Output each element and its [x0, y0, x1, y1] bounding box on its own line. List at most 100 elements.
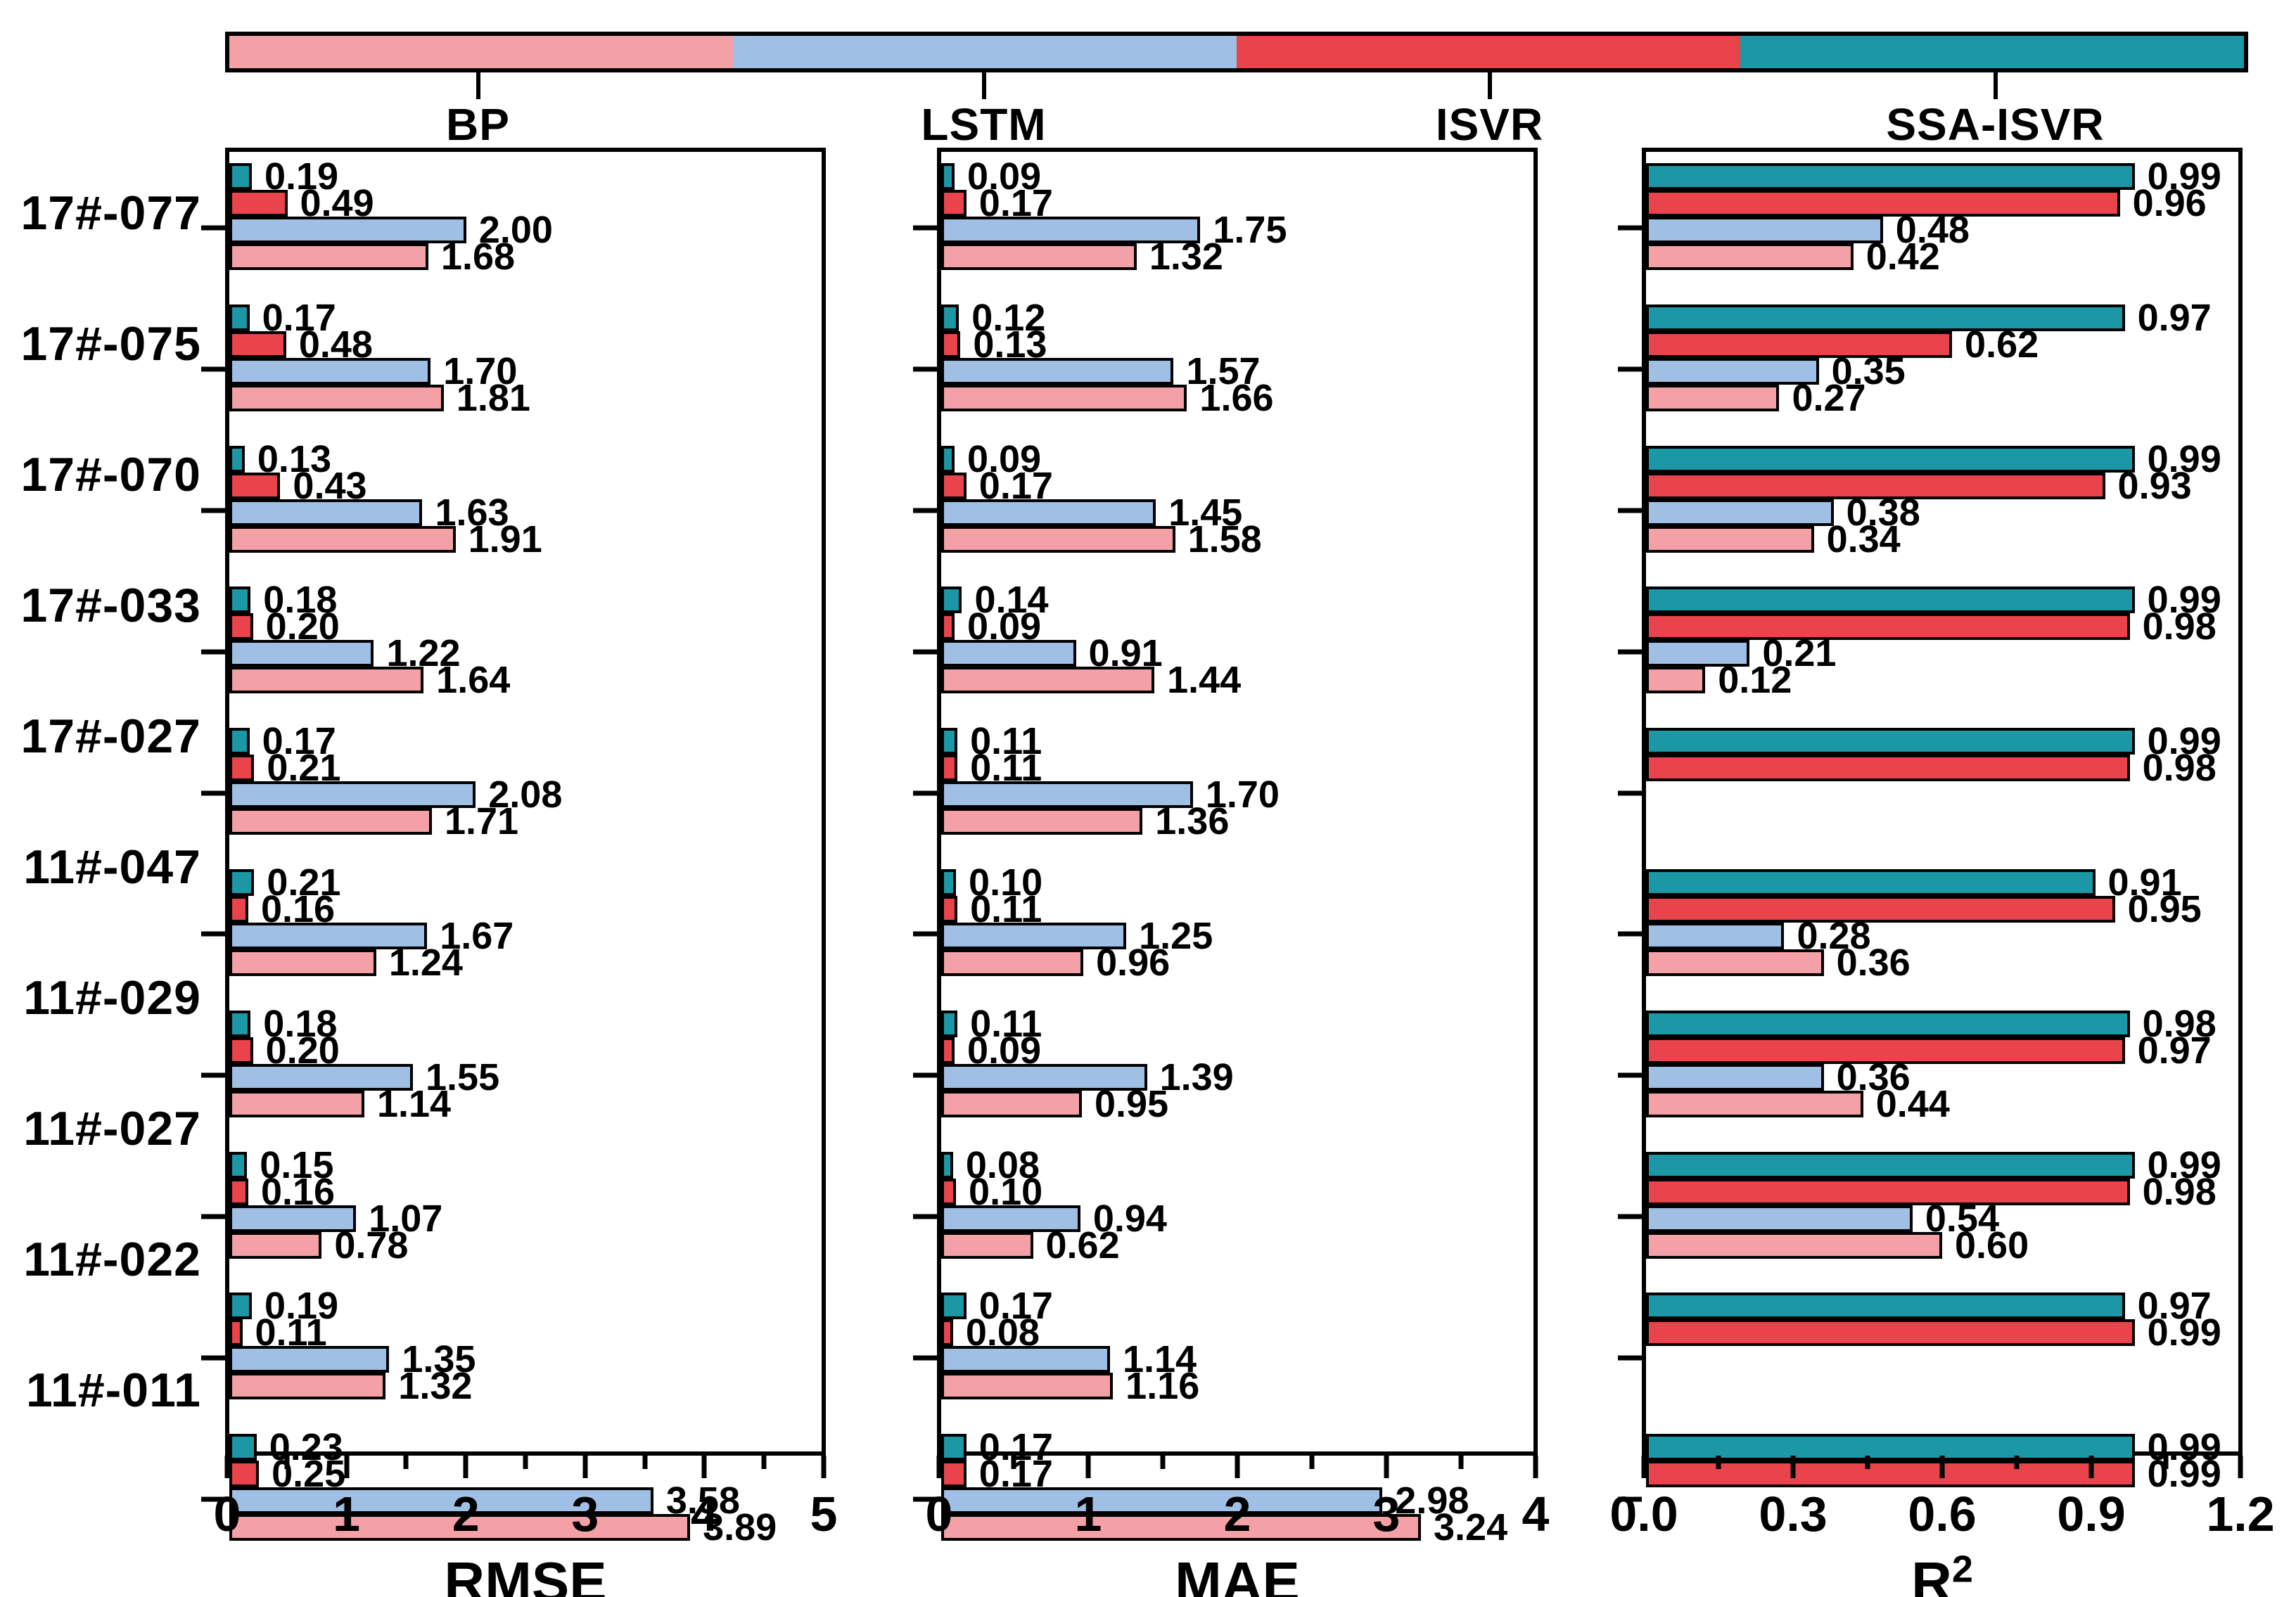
y-tick-mark — [1618, 931, 1642, 937]
bar-ssa-isvr — [229, 728, 250, 755]
bar-isvr — [1646, 1037, 2125, 1064]
legend-tick-mark — [1993, 72, 1998, 99]
bar-row: 1.91 — [229, 520, 822, 558]
bar-value-label: 0.62 — [1965, 323, 2039, 366]
bar-ssa-isvr — [941, 445, 955, 473]
bar-row: 0.62 — [941, 1226, 1533, 1264]
bar-lstm — [1646, 922, 1785, 949]
bar-row: 1.68 — [229, 238, 822, 276]
y-axis-label: 11#-047 — [23, 840, 201, 894]
y-tick-mark — [201, 1214, 225, 1219]
bar-ssa-isvr — [1646, 1293, 2125, 1320]
bar-isvr — [229, 1178, 248, 1205]
bar-value-label: 1.70 — [443, 349, 518, 392]
legend-label: BP — [446, 99, 510, 150]
bar-row: 0.12 — [941, 299, 1533, 337]
bar-bp — [229, 1514, 691, 1541]
bar-row: 0.09 — [941, 1032, 1533, 1070]
bar-row: 0.34 — [1646, 520, 2238, 558]
y-tick-mark — [201, 790, 225, 796]
bar-value-label: 0.18 — [263, 1002, 338, 1045]
bar-bp — [941, 808, 1143, 835]
legend-segment-bp — [229, 36, 733, 68]
bar-row: 0.78 — [229, 1226, 822, 1264]
bar-row: 0.99 — [1646, 158, 2238, 195]
bar-value-label: 0.09 — [967, 437, 1042, 480]
legend-segment-isvr — [1237, 36, 1740, 68]
bar-row: 1.66 — [941, 379, 1533, 417]
bar-bp — [229, 949, 376, 976]
bar-ssa-isvr — [941, 304, 959, 331]
bar-value-label: 1.64 — [436, 659, 511, 702]
legend-item-ssa-isvr: SSA-ISVR — [1742, 72, 2248, 151]
bar-group-11#-011: 0.23 0.25 3.58 3.89 — [201, 1428, 822, 1564]
bar-value-label: 0.19 — [264, 1285, 339, 1328]
bar-row: 0.09 — [941, 158, 1533, 195]
bar-value-label: 1.07 — [369, 1197, 443, 1240]
x-major-tick — [1533, 1456, 1538, 1478]
bar-group-11#-027: 0.08 0.10 0.94 0.62 — [913, 1146, 1533, 1282]
bar-value-label: 0.17 — [262, 720, 336, 763]
bar-row: 0.91 — [1646, 864, 2238, 902]
bar-lstm — [229, 640, 374, 667]
bar-value-label: 3.24 — [1434, 1506, 1508, 1549]
bar-value-label: 0.20 — [265, 1029, 340, 1072]
bar-row: 1.16 — [941, 1367, 1533, 1405]
bar-value-label: 1.58 — [1187, 518, 1262, 560]
bar-row: 1.14 — [941, 1340, 1533, 1378]
bar-row: 0.95 — [1646, 890, 2238, 928]
bar-row: 0.11 — [229, 1314, 822, 1352]
bar-row: 0.99 — [1646, 440, 2238, 478]
bar-value-label: 1.75 — [1213, 209, 1287, 251]
bar-row: 0.18 — [229, 581, 822, 619]
bar-ssa-isvr — [1646, 1010, 2130, 1037]
bar-bp — [941, 525, 1175, 553]
bar-value-label: 0.27 — [1792, 376, 1866, 419]
bar-isvr — [229, 190, 288, 217]
bar-value-label: 1.16 — [1125, 1365, 1200, 1408]
y-axis-label: 11#-029 — [23, 971, 201, 1025]
bar-value-label: 0.15 — [260, 1143, 334, 1186]
bar-row: 0.48 — [229, 326, 822, 364]
legend-labels: BP LSTM ISVR SSA-ISVR — [225, 72, 2248, 164]
x-major-tick — [1939, 1456, 1945, 1478]
y-tick-mark — [201, 1072, 225, 1078]
bar-value-label: 0.18 — [263, 579, 338, 622]
bar-isvr — [229, 331, 286, 358]
x-major-tick — [582, 1456, 588, 1478]
x-minor-tick — [1716, 1456, 1721, 1469]
bar-value-label: 1.25 — [1139, 914, 1213, 957]
bar-row: 0.42 — [1646, 238, 2238, 276]
bar-bp — [229, 1231, 322, 1259]
bar-group-17#-070: 0.09 0.17 1.45 1.58 — [913, 440, 1533, 576]
bar-row: 1.55 — [229, 1058, 822, 1096]
bar-row: 0.36 — [1646, 944, 2238, 982]
bar-row: 0.99 — [1646, 581, 2238, 619]
bar-row: 1.25 — [941, 917, 1533, 955]
bar-value-label: 0.21 — [1762, 632, 1837, 675]
bar-group-11#-029: 0.11 0.09 1.39 0.95 — [913, 1005, 1533, 1141]
bar-bp — [1646, 243, 1854, 270]
y-tick-mark — [1618, 1214, 1642, 1219]
x-major-tick — [1384, 1456, 1389, 1478]
bar-row: 0.95 — [941, 1085, 1533, 1123]
bar-value-label: 0.13 — [973, 323, 1047, 366]
bar-value-label: 0.08 — [965, 1311, 1040, 1354]
bar-isvr — [229, 613, 253, 641]
bar-ssa-isvr — [1646, 868, 2096, 896]
legend-segment-lstm — [733, 36, 1237, 68]
x-major-tick — [344, 1456, 350, 1478]
bar-row: 0.99 — [1646, 1146, 2238, 1184]
bar-value-label: 0.16 — [260, 887, 336, 930]
bar-isvr — [1646, 190, 2120, 217]
x-axis — [936, 1456, 1538, 1485]
bar-isvr — [941, 1461, 967, 1488]
x-tick-label: 2 — [452, 1487, 480, 1541]
bar-isvr — [941, 613, 955, 641]
bar-value-label: 0.09 — [967, 605, 1042, 648]
bar-value-label: 0.11 — [970, 1002, 1042, 1045]
x-major-tick — [2088, 1456, 2094, 1478]
bar-row: 0.96 — [1646, 184, 2238, 222]
x-minor-tick — [1011, 1456, 1016, 1469]
y-tick-mark — [1618, 1496, 1642, 1502]
